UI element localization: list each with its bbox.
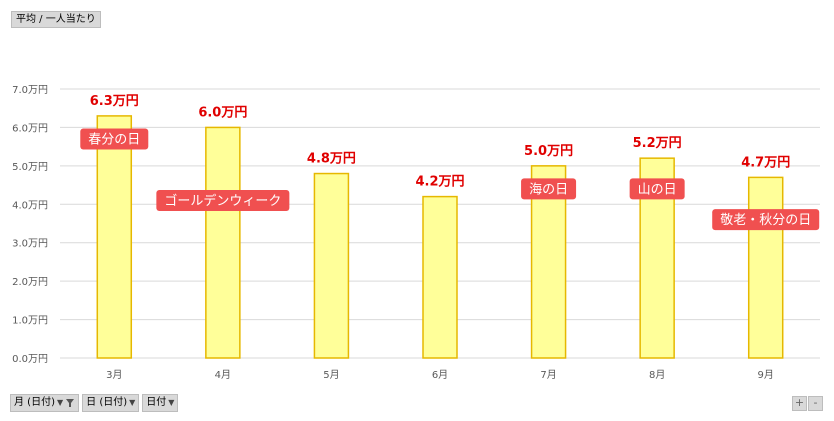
data-labels: 6.3万円 6.0万円 4.8万円 4.2万円 5.0万円 5.2万円 4.7万円 <box>90 94 790 190</box>
x-tick-label: 3月 <box>106 369 122 381</box>
x-axis: 3月 4月 5月 6月 7月 8月 9月 <box>106 369 774 381</box>
annotation-box <box>629 178 685 200</box>
bar <box>422 195 458 359</box>
collapse-button[interactable]: - <box>808 396 823 411</box>
data-label: 6.0万円 <box>198 105 247 120</box>
y-tick-label: 6.0万円 <box>12 123 48 134</box>
y-tick-label: 2.0万円 <box>12 277 48 288</box>
expand-button[interactable]: + <box>792 396 807 411</box>
annotation-callout: 山の日 <box>629 178 685 200</box>
annotation-label: 海の日 <box>529 182 568 197</box>
date-field-button[interactable]: 日付 ▼ <box>142 394 179 412</box>
x-tick-label: 8月 <box>649 369 665 381</box>
bar <box>96 115 133 359</box>
bars <box>96 115 784 359</box>
x-tick-label: 4月 <box>215 369 231 381</box>
data-label: 5.0万円 <box>524 144 573 159</box>
annotation-label: 春分の日 <box>88 132 140 147</box>
y-tick-label: 0.0万円 <box>12 354 48 365</box>
field-buttons-bar: 月 (日付) ▼ 日 (日付) ▼ 日付 ▼ <box>10 394 179 412</box>
data-label: 4.7万円 <box>741 155 790 170</box>
bar <box>205 126 241 359</box>
month-field-button[interactable]: 月 (日付) ▼ <box>10 394 80 412</box>
annotation-box <box>521 178 577 200</box>
annotation-box <box>80 128 149 150</box>
y-axis: 0.0万円 1.0万円 2.0万円 3.0万円 4.0万円 5.0万円 6.0万円 7.0万円 <box>12 85 48 365</box>
annotation-box <box>712 209 820 231</box>
y-tick-label: 4.0万円 <box>12 200 48 211</box>
y-tick-label: 1.0万円 <box>12 316 48 327</box>
day-field-button[interactable]: 日 (日付) ▼ <box>82 394 140 412</box>
annotation-callout: 春分の日 <box>80 128 149 150</box>
bar <box>313 172 350 359</box>
filter-funnel-icon <box>66 399 75 407</box>
dropdown-arrow-icon: ▼ <box>56 398 64 407</box>
bar <box>747 176 784 359</box>
x-tick-label: 5月 <box>323 369 339 381</box>
dropdown-arrow-icon: ▼ <box>129 398 136 407</box>
x-tick-label: 7月 <box>540 369 556 381</box>
annotation-callout: 海の日 <box>521 178 577 200</box>
dropdown-arrow-icon: ▼ <box>168 398 175 407</box>
annotation-callout: 敬老・秋分の日 <box>712 209 820 231</box>
y-tick-label: 3.0万円 <box>12 239 48 250</box>
data-label: 4.2万円 <box>415 175 464 190</box>
y-tick-label: 5.0万円 <box>12 162 48 173</box>
annotation-label: 山の日 <box>638 182 677 197</box>
annotation-label: ゴールデンウィーク <box>164 193 281 209</box>
date-field-label: 日付 <box>146 397 167 408</box>
y-tick-label: 7.0万円 <box>12 85 48 96</box>
annotation-box <box>156 189 290 211</box>
x-tick-label: 6月 <box>432 369 448 381</box>
data-label: 4.8万円 <box>307 152 356 167</box>
annotation-label: 敬老・秋分の日 <box>720 212 811 228</box>
x-tick-label: 9月 <box>758 369 774 381</box>
data-label: 6.3万円 <box>90 94 139 109</box>
data-label: 5.2万円 <box>633 136 682 151</box>
pivot-value-field-button[interactable]: 平均 / 一人当たり <box>11 11 101 28</box>
month-field-label: 月 (日付) <box>14 397 55 408</box>
annotation-callout: ゴールデンウィーク <box>156 189 290 211</box>
day-field-label: 日 (日付) <box>86 397 128 408</box>
gridlines <box>60 88 820 359</box>
